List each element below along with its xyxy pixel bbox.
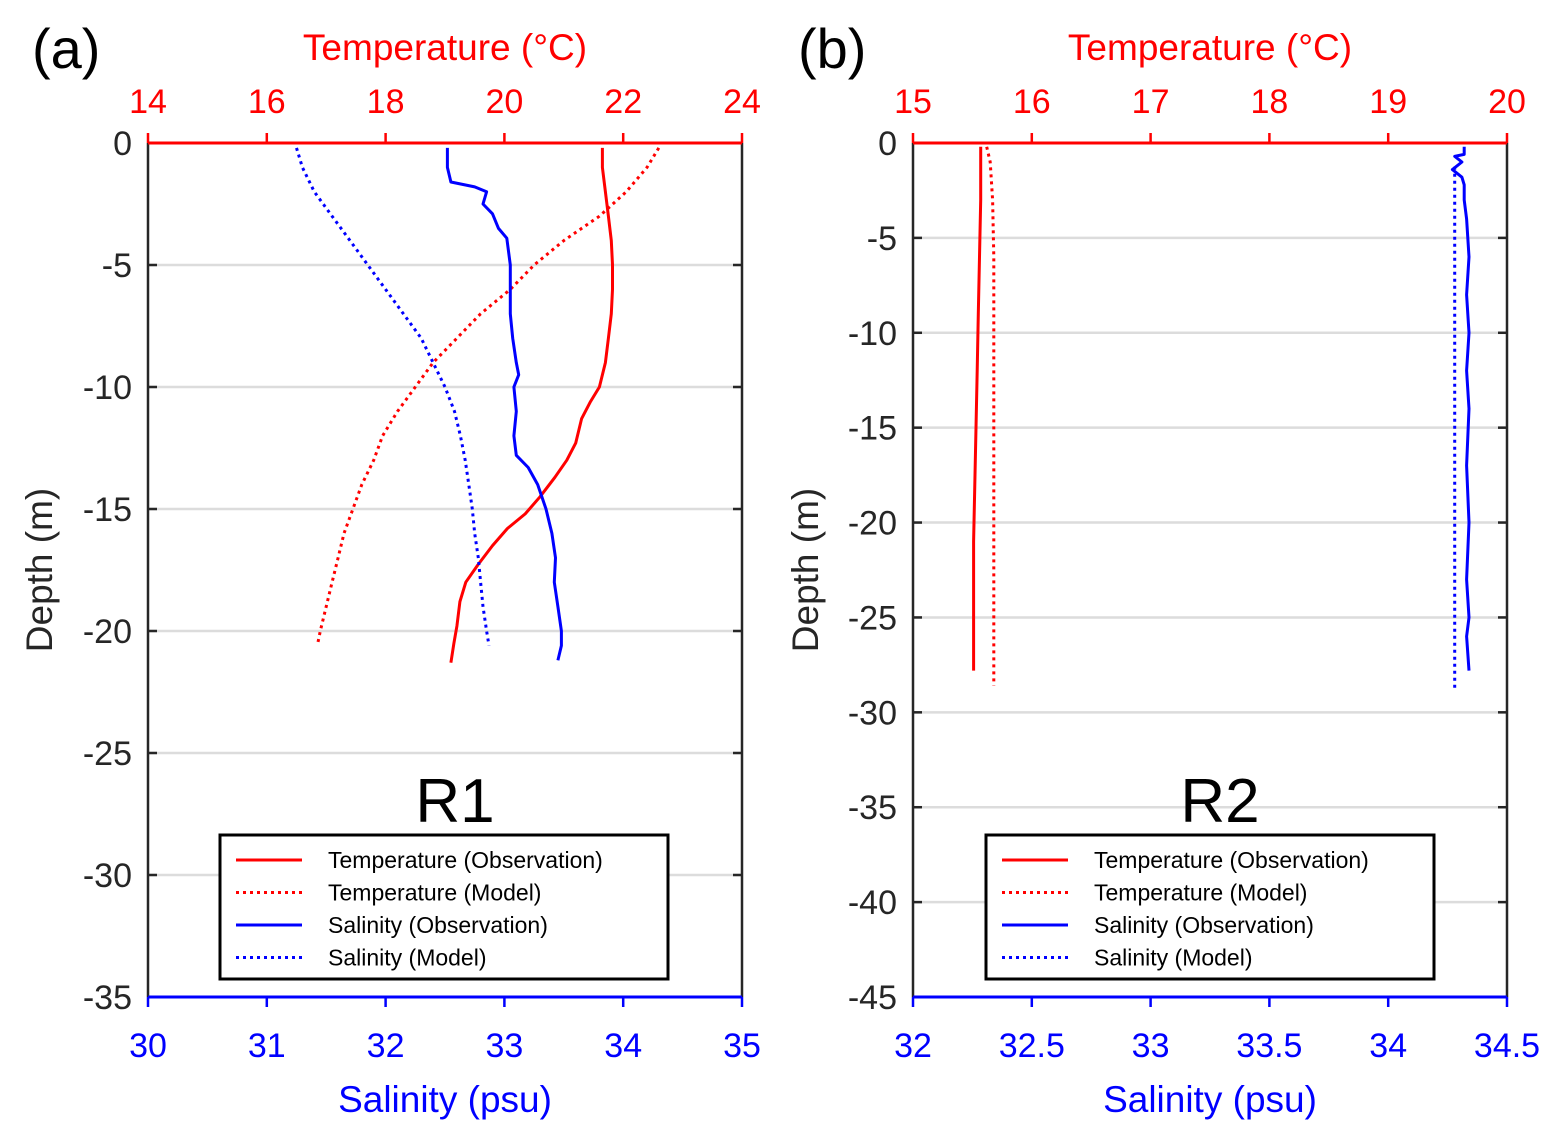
top-tick-label: 18 <box>1250 83 1288 121</box>
bottom-tick-label: 34 <box>604 1027 642 1065</box>
station-label: R2 <box>1180 767 1259 836</box>
legend-label: Temperature (Observation) <box>1094 847 1369 873</box>
bottom-tick-label: 34.5 <box>1474 1027 1540 1065</box>
y-axis-title: Depth (m) <box>19 488 60 652</box>
top-tick-label: 22 <box>604 83 642 121</box>
panel-label: (b) <box>798 17 866 80</box>
legend-label: Salinity (Observation) <box>1094 912 1314 938</box>
bottom-tick-label: 33 <box>485 1027 523 1065</box>
y-tick-label: -15 <box>83 491 132 529</box>
y-tick-label: -30 <box>848 694 897 732</box>
bottom-tick-label: 31 <box>248 1027 286 1065</box>
y-tick-label: -40 <box>848 884 897 922</box>
chart-panel-b: 0 -5 -10 -15 -20 -25 -30 -35 -40 -45 15 16 17 18 19 20 T… <box>785 17 1540 1120</box>
top-tick-label: 20 <box>485 83 523 121</box>
y-tick-label: 0 <box>878 125 897 163</box>
series-line-salinity-observation <box>1450 146 1471 671</box>
legend-label: Temperature (Observation) <box>328 847 603 873</box>
y-tick-label: -10 <box>848 315 897 353</box>
top-tick-label: 16 <box>1013 83 1051 121</box>
y-tick-label: -30 <box>83 857 132 895</box>
y-tick-label: -15 <box>848 410 897 448</box>
y-tick-label: -25 <box>83 735 132 773</box>
bottom-axis-title: Salinity (psu) <box>1103 1079 1317 1120</box>
bottom-tick-label: 32 <box>894 1027 932 1065</box>
y-tick-label: -20 <box>83 613 132 651</box>
bottom-tick-label: 33.5 <box>1236 1027 1302 1065</box>
station-label: R1 <box>415 767 494 836</box>
bottom-tick-label: 33 <box>1132 1027 1170 1065</box>
chart-panel-a: 0 -5 -10 -15 -20 -25 -30 -35 14 16 18 20 22 24 Tempera… <box>19 17 761 1120</box>
legend-label: Temperature (Model) <box>328 880 541 906</box>
bottom-tick-label: 30 <box>129 1027 167 1065</box>
bottom-tick-label: 34 <box>1369 1027 1407 1065</box>
top-axis-title: Temperature (°C) <box>303 27 587 68</box>
legend-label: Temperature (Model) <box>1094 880 1307 906</box>
top-tick-label: 19 <box>1369 83 1407 121</box>
panel-label: (a) <box>32 17 100 80</box>
legend-label: Salinity (Model) <box>328 945 487 971</box>
y-tick-label: -25 <box>848 599 897 637</box>
series-line-temperature-observation <box>972 146 983 671</box>
top-tick-label: 24 <box>723 83 761 121</box>
series-line-salinity-model <box>295 147 491 646</box>
top-tick-label: 15 <box>894 83 932 121</box>
top-axis-title: Temperature (°C) <box>1068 27 1352 68</box>
y-tick-label: -5 <box>867 220 897 258</box>
legend-label: Salinity (Observation) <box>328 912 548 938</box>
bottom-tick-label: 32 <box>367 1027 405 1065</box>
y-tick-label: -5 <box>102 247 132 285</box>
series-line-temperature-observation <box>449 147 614 663</box>
y-tick-label: 0 <box>113 125 132 163</box>
y-tick-label: -35 <box>83 979 132 1017</box>
bottom-axis-title: Salinity (psu) <box>338 1079 552 1120</box>
y-tick-label: -35 <box>848 789 897 827</box>
top-tick-label: 14 <box>129 83 167 121</box>
legend-label: Salinity (Model) <box>1094 945 1253 971</box>
y-axis-title: Depth (m) <box>785 488 826 652</box>
top-tick-label: 17 <box>1132 83 1170 121</box>
y-tick-label: -10 <box>83 369 132 407</box>
bottom-tick-label: 32.5 <box>999 1027 1065 1065</box>
top-tick-label: 18 <box>367 83 405 121</box>
y-tick-label: -45 <box>848 979 897 1017</box>
series-line-temperature-model <box>985 146 996 686</box>
top-tick-label: 20 <box>1488 83 1526 121</box>
y-tick-label: -20 <box>848 505 897 543</box>
series-line-temperature-model <box>315 147 661 646</box>
bottom-tick-label: 35 <box>723 1027 761 1065</box>
top-tick-label: 16 <box>248 83 286 121</box>
series-line-salinity-observation <box>445 147 563 661</box>
